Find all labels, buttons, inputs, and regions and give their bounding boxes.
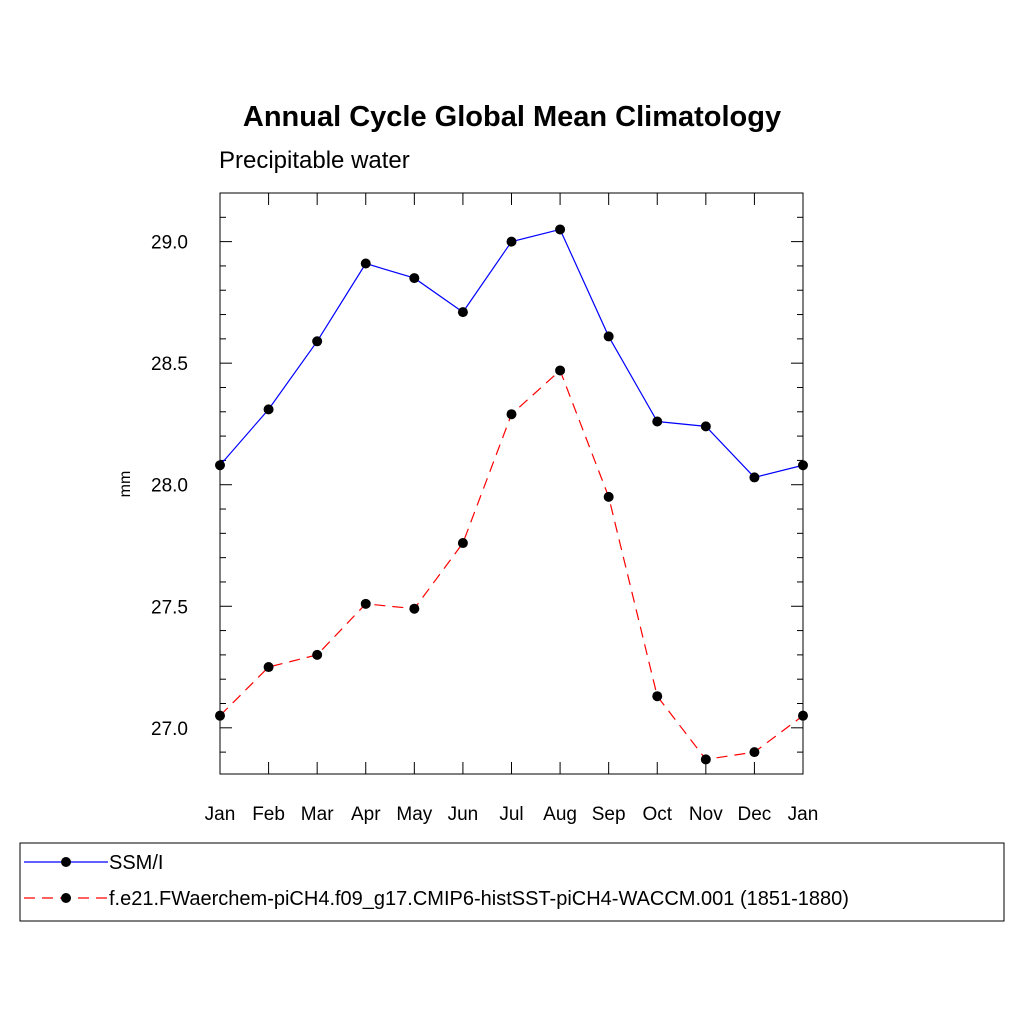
series-0-point: [652, 416, 663, 427]
series-0-point: [555, 224, 566, 235]
axis-ticks: Jan Feb Mar Apr May Jun Jul Aug Sep Oct Nov Dec Jan 2…: [151, 192, 819, 825]
x-tick-label: Oct: [642, 804, 672, 825]
plot-frame: [219, 192, 804, 775]
series-0-point: [457, 307, 468, 318]
x-tick-label: Jan: [788, 804, 819, 825]
legend-box: [19, 842, 1005, 922]
y-axis-label: mm: [117, 471, 134, 498]
x-tick-label: Sep: [592, 804, 626, 825]
series-0-point: [360, 258, 371, 269]
x-tick-label: Feb: [252, 804, 285, 825]
series-1-point: [312, 649, 323, 660]
series-1-point: [506, 409, 517, 420]
series-1-point: [749, 747, 760, 758]
legend: SSM/I f.e21.FWaerchem-piCH4.f09_g17.CMIP6…: [24, 852, 849, 910]
y-tick-label: 27.0: [151, 719, 188, 740]
x-tick-label: Aug: [543, 804, 577, 825]
series-1-point: [409, 603, 420, 614]
chart-title: Annual Cycle Global Mean Climatology: [243, 101, 781, 133]
x-tick-label: Nov: [689, 804, 723, 825]
plot-series: [215, 224, 808, 765]
y-tick-label: 28.5: [151, 354, 188, 375]
x-tick-label: Jan: [205, 804, 236, 825]
x-tick-label: May: [396, 804, 432, 825]
x-tick-label: Jun: [448, 804, 479, 825]
series-line-0: [219, 228, 804, 479]
series-0-point: [749, 472, 760, 483]
x-tick-label: Dec: [738, 804, 772, 825]
series-0-point: [263, 404, 274, 415]
series-1-point: [700, 754, 711, 765]
series-0-point: [312, 336, 323, 347]
series-0-point: [700, 421, 711, 432]
series-1-point: [263, 662, 274, 673]
series-1-point: [603, 491, 614, 502]
y-tick-label: 27.5: [151, 597, 188, 618]
series-1-point: [555, 365, 566, 376]
legend-label-0: SSM/I: [109, 852, 163, 874]
series-0-point: [603, 331, 614, 342]
x-tick-label: Mar: [301, 804, 334, 825]
y-tick-label: 28.0: [151, 476, 188, 497]
x-tick-label: Apr: [351, 804, 381, 825]
legend-marker-0: [61, 857, 71, 867]
series-1-point: [652, 691, 663, 702]
series-1-point: [457, 538, 468, 549]
y-tick-label: 29.0: [151, 233, 188, 254]
chart-subtitle: Precipitable water: [219, 147, 410, 174]
series-0-point: [506, 236, 517, 247]
series-1-point: [360, 598, 371, 609]
series-line-1: [219, 369, 804, 761]
legend-marker-1: [61, 893, 71, 903]
x-tick-label: Jul: [499, 804, 523, 825]
legend-label-1: f.e21.FWaerchem-piCH4.f09_g17.CMIP6-hist…: [109, 888, 849, 910]
series-0-point: [409, 273, 420, 284]
